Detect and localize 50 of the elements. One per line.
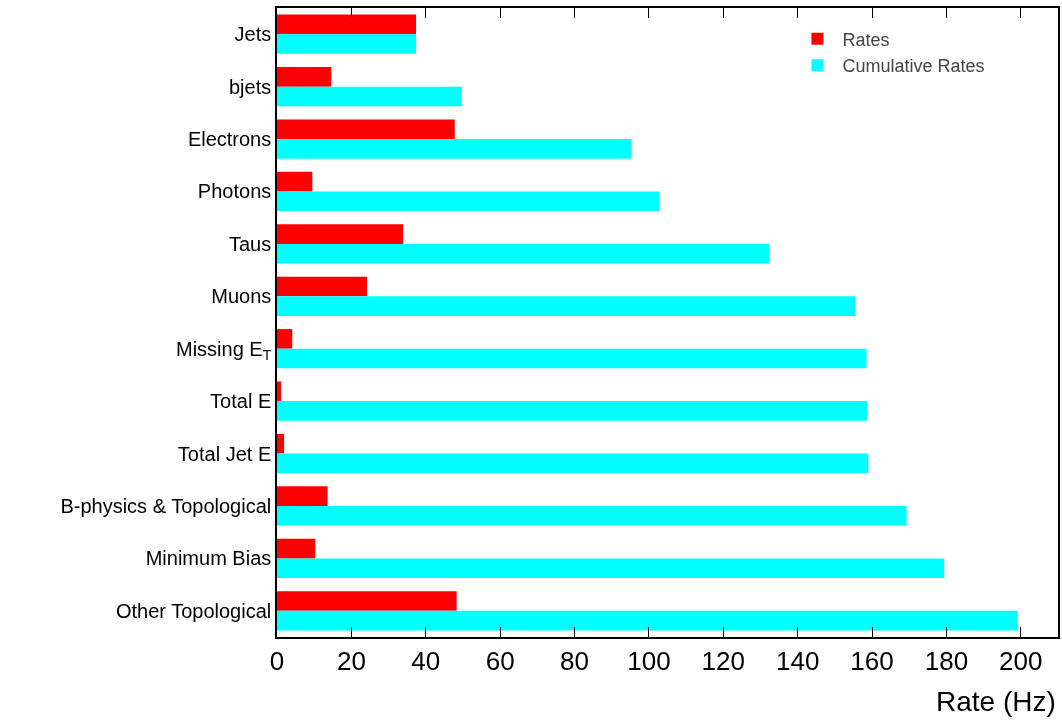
x-tick-label: 100 bbox=[627, 645, 671, 676]
y-tick-label: Electrons bbox=[187, 128, 272, 151]
legend-label: Rates bbox=[842, 29, 890, 50]
bar bbox=[277, 276, 367, 297]
bar bbox=[277, 401, 868, 421]
y-tick-label: Photons bbox=[197, 180, 272, 203]
y-tick-label: Total E bbox=[210, 390, 272, 413]
y-tick-label: Jets bbox=[234, 23, 272, 46]
x-tick-label: 0 bbox=[269, 645, 285, 676]
bar bbox=[277, 348, 867, 369]
bar bbox=[277, 119, 455, 140]
x-tick-label: 160 bbox=[850, 645, 894, 676]
y-tick-label: B-physics & Topological bbox=[60, 494, 272, 517]
y-tick-label: Missing E$_{T}$ bbox=[175, 337, 272, 363]
bar bbox=[277, 14, 417, 35]
x-tick-label: 20 bbox=[336, 645, 366, 676]
bar bbox=[277, 171, 313, 192]
x-tick-label: 120 bbox=[701, 645, 745, 676]
x-axis-title: Rate (Hz) bbox=[936, 686, 1056, 717]
bar bbox=[277, 453, 869, 474]
bar bbox=[277, 591, 457, 611]
bar bbox=[277, 139, 632, 159]
bar bbox=[277, 243, 770, 264]
bar bbox=[277, 329, 293, 349]
y-tick-label: Minimum Bias bbox=[145, 547, 272, 570]
y-tick-label: Other Topological bbox=[115, 599, 272, 622]
x-tick-label: 40 bbox=[411, 645, 441, 676]
x-tick-label: 200 bbox=[999, 645, 1043, 676]
x-tick-label: 140 bbox=[775, 645, 820, 676]
bar bbox=[277, 433, 285, 454]
bar bbox=[277, 610, 1018, 631]
bar bbox=[277, 86, 462, 107]
legend-label: Cumulative Rates bbox=[842, 56, 985, 77]
bar bbox=[277, 34, 417, 54]
x-tick-label: 60 bbox=[485, 645, 515, 676]
y-tick-label: Total Jet E bbox=[177, 442, 272, 465]
bar bbox=[277, 296, 856, 316]
x-tick-label: 80 bbox=[560, 645, 589, 676]
bar bbox=[277, 191, 660, 212]
bar bbox=[277, 538, 316, 559]
y-tick-label: bjets bbox=[229, 75, 272, 98]
x-tick-label: 180 bbox=[924, 645, 969, 676]
y-tick-label: Muons bbox=[211, 285, 272, 308]
bar bbox=[277, 66, 332, 87]
bar bbox=[277, 558, 945, 579]
bar bbox=[277, 486, 328, 506]
bar bbox=[277, 224, 404, 244]
y-tick-label: Taus bbox=[229, 232, 272, 255]
bar bbox=[277, 381, 282, 402]
bar bbox=[277, 505, 907, 526]
